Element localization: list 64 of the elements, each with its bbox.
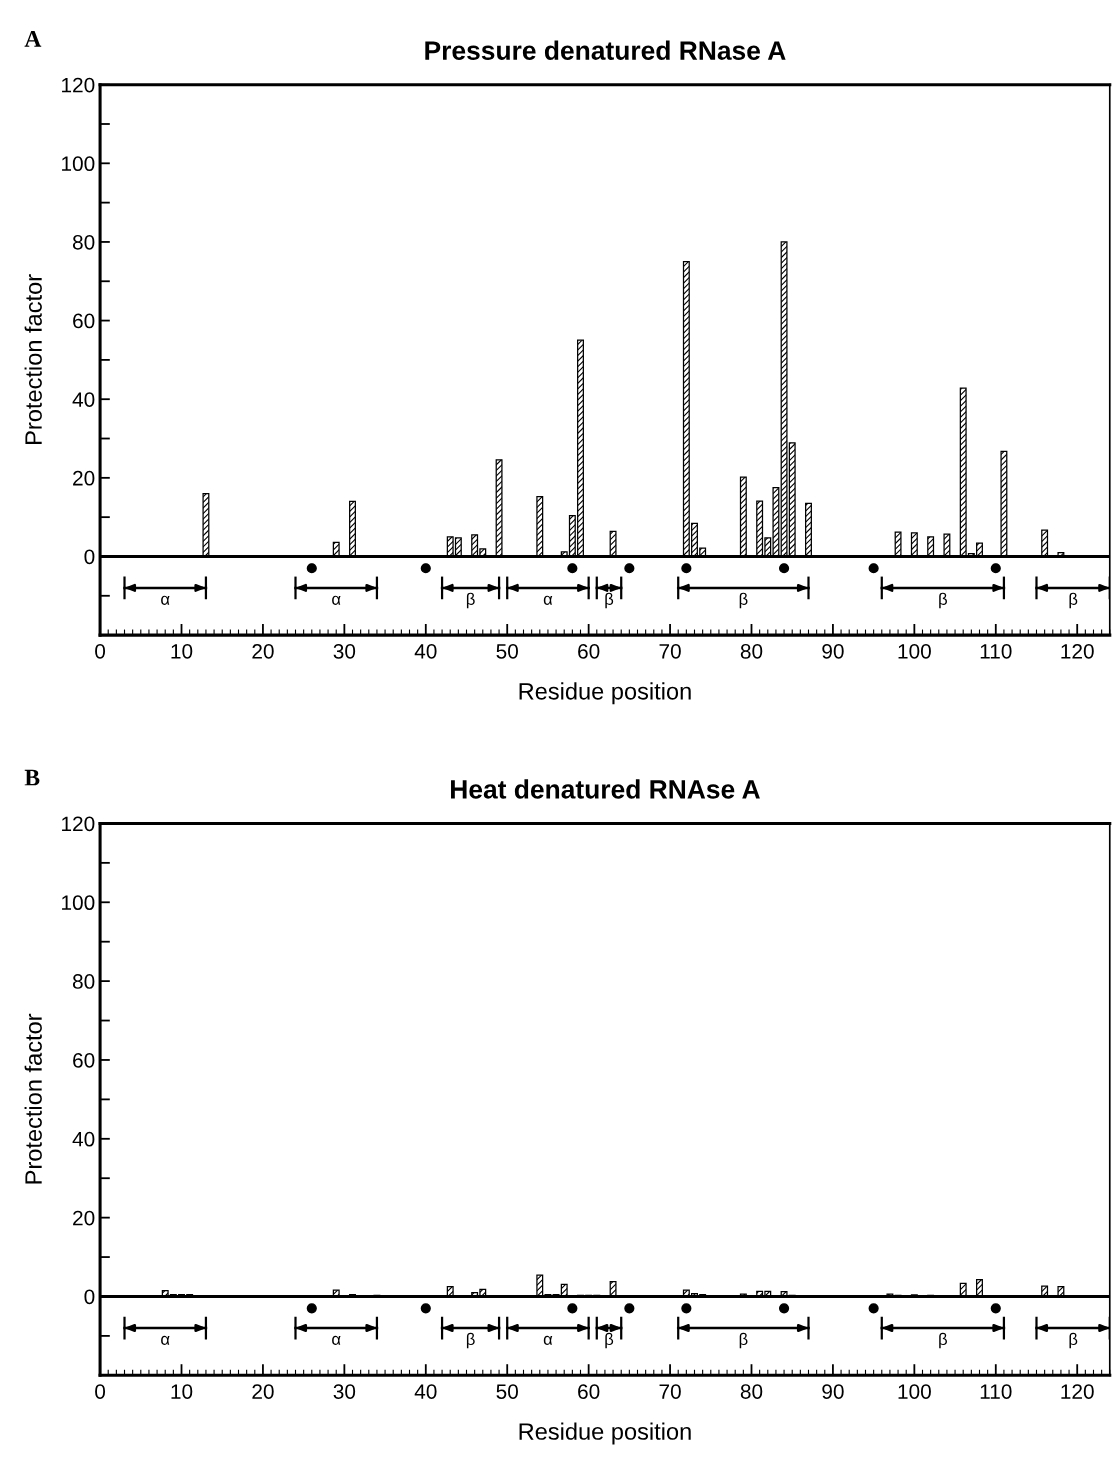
x-tick-label: 70: [659, 643, 681, 659]
y-tick-label: 40: [72, 392, 95, 407]
series-label: α: [543, 595, 553, 605]
x-axis-title: Residue position: [519, 1422, 691, 1445]
x-tick-label: 10: [171, 643, 193, 659]
legend-label: β: [605, 1332, 614, 1349]
x-tick-label: 110: [980, 1384, 1012, 1399]
x-axis-title: Residue position: [519, 682, 691, 705]
series-label: α: [332, 595, 341, 605]
x-tick-label: 90: [822, 643, 844, 659]
y-tick-label: 80: [72, 234, 95, 250]
series-label: β: [466, 592, 475, 609]
x-tick-label: 20: [252, 643, 274, 659]
series-label: α: [543, 1335, 553, 1345]
y-tick-label: 100: [62, 156, 95, 172]
y-tick-label: 100: [62, 895, 95, 911]
x-tick-label: 70: [659, 1384, 681, 1399]
series-label: β: [1069, 592, 1078, 609]
y-tick-label: 120: [62, 77, 95, 93]
y-tick-label: 80: [72, 974, 95, 989]
y-tick-label: 120: [62, 816, 95, 832]
series-label: α: [332, 1335, 341, 1345]
y-axis-title: Protection factor: [24, 274, 42, 444]
y-tick-label: 20: [73, 1210, 95, 1226]
x-tick-label: 60: [578, 1384, 600, 1399]
x-tick-label: 40: [414, 643, 437, 659]
x-tick-label: 120: [1061, 1384, 1094, 1399]
y-tick-label: 40: [72, 1131, 95, 1147]
x-tick-label: 80: [740, 643, 763, 659]
series-label: β: [739, 592, 748, 609]
chart-title: Pressure denatured RNase A: [425, 40, 786, 60]
x-tick-label: 30: [333, 643, 356, 659]
text: B: [24, 769, 40, 786]
series-label: β: [1069, 1332, 1078, 1349]
text: A: [24, 31, 42, 47]
series-label: β: [939, 1332, 947, 1349]
x-tick-label: 30: [333, 1384, 356, 1399]
x-tick-label: 100: [898, 643, 931, 659]
y-tick-label: 0: [84, 1289, 95, 1305]
series-label: α: [161, 1335, 170, 1345]
x-tick-label: 60: [578, 643, 600, 659]
y-tick-label: 60: [73, 1052, 95, 1068]
x-tick-label: 50: [496, 643, 518, 659]
series-label: β: [939, 592, 947, 609]
y-tick-label: 20: [73, 470, 95, 486]
legend-label: β: [605, 592, 614, 609]
x-tick-label: 0: [95, 1384, 106, 1399]
series-label: α: [161, 595, 170, 605]
x-tick-label: 80: [740, 1384, 763, 1399]
y-tick-label: 0: [84, 549, 95, 565]
series-label: β: [739, 1332, 748, 1349]
x-tick-label: 10: [171, 1384, 193, 1399]
x-tick-label: 110: [980, 643, 1012, 659]
x-tick-label: 20: [252, 1384, 274, 1399]
x-tick-label: 40: [414, 1384, 437, 1399]
x-tick-label: 120: [1061, 643, 1094, 659]
x-tick-label: 50: [496, 1384, 518, 1399]
y-tick-label: 60: [73, 313, 95, 329]
y-axis-title: Protection factor: [24, 1013, 42, 1184]
chart-title: Heat denatured RNAse A: [451, 779, 760, 799]
x-tick-label: 0: [95, 643, 106, 659]
series-label: β: [466, 1332, 475, 1349]
x-tick-label: 90: [822, 1384, 844, 1399]
x-tick-label: 100: [898, 1384, 931, 1399]
